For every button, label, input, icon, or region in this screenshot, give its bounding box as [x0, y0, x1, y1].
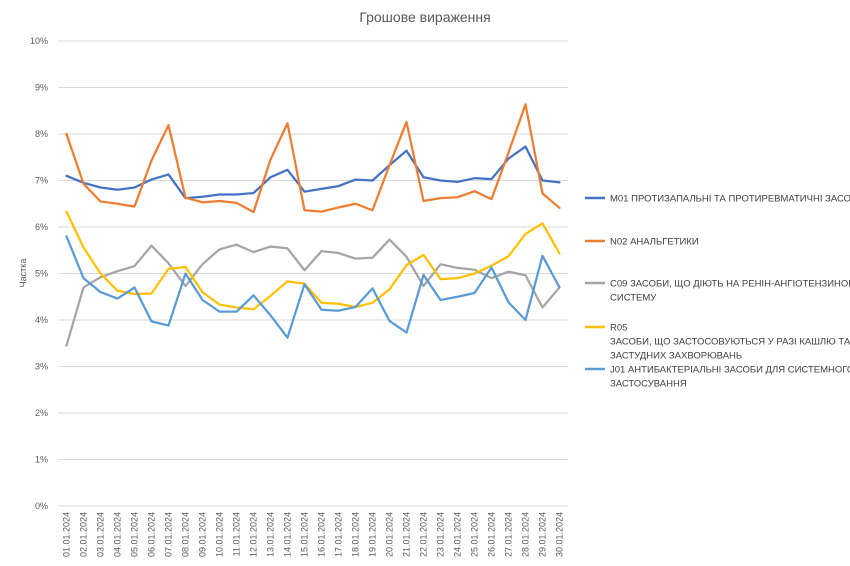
- x-tick-label: 25.01.2024: [470, 512, 480, 557]
- legend-label: M01 ПРОТИЗАПАЛЬНІ ТА ПРОТИРЕВМАТИЧНІ ЗАС…: [610, 194, 850, 205]
- y-tick-label: 7%: [35, 176, 48, 186]
- y-tick-label: 5%: [35, 269, 48, 279]
- y-tick-label: 8%: [35, 129, 48, 139]
- x-tick-label: 16.01.2024: [317, 512, 327, 557]
- y-tick-label: 0%: [35, 501, 48, 511]
- x-tick-label: 10.01.2024: [215, 512, 225, 557]
- gridlines: [58, 40, 568, 507]
- x-tick-label: 24.01.2024: [453, 512, 463, 557]
- x-tick-label: 15.01.2024: [300, 512, 310, 557]
- x-tick-label: 19.01.2024: [368, 512, 378, 557]
- legend-label: J01 АНТИБАКТЕРІАЛЬНІ ЗАСОБИ ДЛЯ СИСТЕМНО…: [610, 365, 850, 376]
- x-tick-label: 13.01.2024: [266, 512, 276, 557]
- y-tick-label: 10%: [30, 36, 48, 46]
- x-tick-label: 03.01.2024: [96, 512, 106, 557]
- y-tick-label: 6%: [35, 222, 48, 232]
- x-tick-label: 09.01.2024: [198, 512, 208, 557]
- legend-label: C09 ЗАСОБИ, ЩО ДІЮТЬ НА РЕНІН-АНГІОТЕНЗИ…: [610, 279, 850, 290]
- x-tick-label: 07.01.2024: [164, 512, 174, 557]
- legend-label: R05: [610, 323, 627, 334]
- y-axis-label: Частка: [18, 259, 28, 288]
- x-tick-label: 18.01.2024: [351, 512, 361, 557]
- x-tick-label: 22.01.2024: [419, 512, 429, 557]
- chart-title: Грошове вираження: [359, 9, 490, 25]
- x-tick-label: 04.01.2024: [113, 512, 123, 557]
- y-tick-label: 2%: [35, 408, 48, 418]
- x-tick-label: 20.01.2024: [385, 512, 395, 557]
- y-tick-label: 1%: [35, 455, 48, 465]
- x-tick-label: 23.01.2024: [436, 512, 446, 557]
- x-tick-label: 14.01.2024: [283, 512, 293, 557]
- x-tick-label: 06.01.2024: [147, 512, 157, 557]
- x-tick-label: 28.01.2024: [521, 512, 531, 557]
- legend-label: N02 АНАЛЬГЕТИКИ: [610, 237, 699, 248]
- x-tick-label: 27.01.2024: [504, 512, 514, 557]
- x-tick-label: 02.01.2024: [79, 512, 89, 557]
- x-tick-label: 11.01.2024: [232, 512, 242, 556]
- x-tick-label: 26.01.2024: [487, 512, 497, 557]
- y-axis-ticks: 0% 1% 2% 3% 4% 5% 6% 7% 8% 9% 10%: [30, 36, 48, 511]
- series-line: [65, 145, 561, 200]
- legend-label: ЗАСТУДНИХ ЗАХВОРЮВАНЬ: [610, 351, 742, 362]
- x-tick-label: 05.01.2024: [130, 512, 140, 557]
- x-tick-label: 01.01.2024: [62, 512, 72, 557]
- x-tick-label: 12.01.2024: [249, 512, 259, 557]
- x-axis-ticks: 01.01.2024 02.01.2024 03.01.2024 04.01.2024…: [62, 512, 565, 557]
- x-tick-label: 21.01.2024: [402, 512, 412, 557]
- series-line: [65, 210, 561, 311]
- x-tick-label: 30.01.2024: [555, 512, 565, 557]
- y-tick-label: 3%: [35, 362, 48, 372]
- y-tick-label: 9%: [35, 83, 48, 93]
- legend: M01 ПРОТИЗАПАЛЬНІ ТА ПРОТИРЕВМАТИЧНІ ЗАС…: [585, 194, 850, 390]
- legend-label: СИСТЕМУ: [610, 293, 657, 304]
- series-line: [65, 235, 561, 339]
- series-line: [65, 103, 561, 214]
- legend-label: ЗАСТОСУВАННЯ: [610, 379, 687, 390]
- x-tick-label: 08.01.2024: [181, 512, 191, 557]
- x-tick-label: 17.01.2024: [334, 512, 344, 557]
- x-tick-label: 29.01.2024: [538, 512, 548, 557]
- series-lines: [65, 103, 561, 347]
- legend-label: ЗАСОБИ, ЩО ЗАСТОСОВУЮТЬСЯ У РАЗІ КАШЛЮ Т…: [610, 337, 850, 348]
- y-tick-label: 4%: [35, 315, 48, 325]
